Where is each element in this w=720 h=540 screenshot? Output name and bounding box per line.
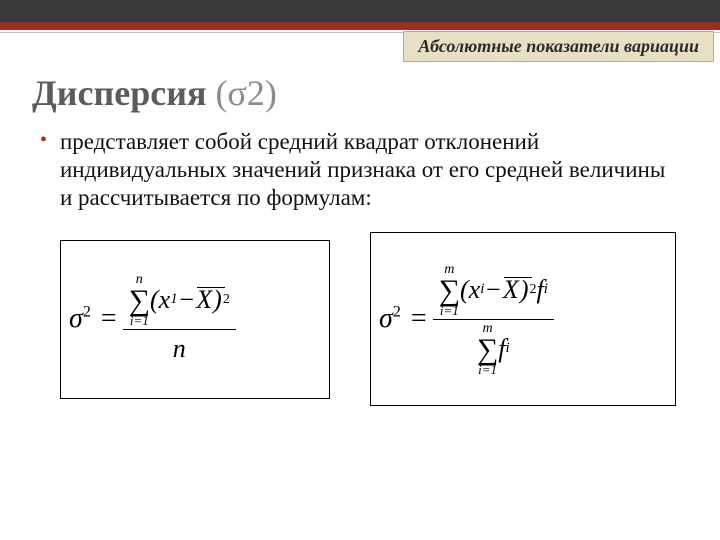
equals: = — [95, 303, 123, 335]
equals: = — [405, 303, 433, 335]
fraction: m ∑ i=1 (xi − X)2 fi m ∑ i=1 — [433, 261, 554, 378]
formula-simple: σ2 = n ∑ i=1 (x1 − X)2 n — [60, 240, 330, 399]
bullet-icon: • — [40, 128, 47, 152]
summand: (x1 − X)2 — [150, 285, 230, 315]
top-bar — [0, 0, 720, 22]
sum-sigma: n ∑ i=1 — [129, 273, 150, 327]
badge-row: Абсолютные показатели вариации — [0, 31, 720, 62]
slide-title: Дисперсия (σ2) — [0, 62, 720, 120]
body-text: представляет собой средний квадрат откло… — [60, 129, 665, 210]
lhs: σ2 — [69, 303, 95, 335]
summand: (xi − X)2 fi — [460, 275, 548, 305]
title-main: Дисперсия — [32, 73, 206, 113]
formula-row: σ2 = n ∑ i=1 (x1 − X)2 n — [0, 212, 720, 406]
denominator: m ∑ i=1 fi — [471, 320, 516, 378]
body-paragraph: • представляет собой средний квадрат отк… — [0, 120, 720, 212]
lhs: σ2 — [379, 303, 405, 335]
title-symbol: (σ2) — [215, 73, 276, 113]
accent-stripe — [0, 22, 720, 30]
sum-sigma: m ∑ i=1 — [439, 263, 460, 317]
fraction: n ∑ i=1 (x1 − X)2 n — [123, 271, 236, 368]
denominator: n — [173, 330, 186, 368]
formula-weighted: σ2 = m ∑ i=1 (xi − X)2 fi m — [370, 232, 676, 406]
topic-badge: Абсолютные показатели вариации — [403, 31, 714, 62]
